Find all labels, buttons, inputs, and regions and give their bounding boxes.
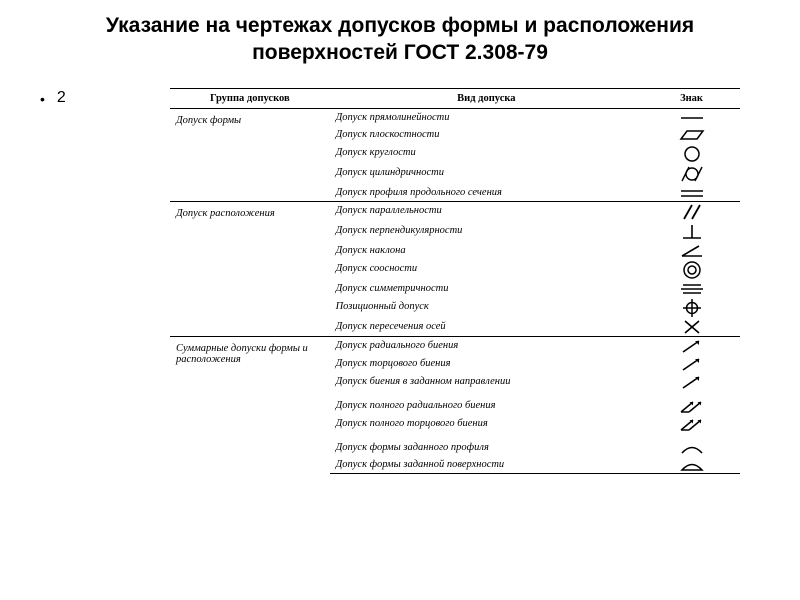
tolerance-type: Допуск формы заданного профиля (330, 439, 644, 456)
straightness-icon (643, 109, 740, 127)
runout-icon (643, 355, 740, 373)
total-runout-icon (643, 415, 740, 433)
table-row: Допуск формыДопуск прямолинейности (170, 109, 740, 127)
tolerance-type: Допуск перпендикулярности (330, 222, 644, 242)
tolerance-type: Допуск пересечения осей (330, 318, 644, 337)
tolerance-type: Позиционный допуск (330, 298, 644, 318)
header-type: Вид допуска (330, 89, 644, 109)
tolerance-type: Допуск прямолинейности (330, 109, 644, 127)
tolerance-type: Допуск торцового биения (330, 355, 644, 373)
group-name: Допуск формы (170, 109, 330, 202)
group-name: Допуск расположения (170, 202, 330, 337)
profile-surface-icon (643, 456, 740, 474)
bullet-text: 2 (57, 89, 66, 107)
group-name: Суммарные допуски формы и расположения (170, 337, 330, 474)
total-runout-icon (643, 397, 740, 415)
roundness-icon (643, 144, 740, 164)
tolerance-type: Допуск полного торцового биения (330, 415, 644, 433)
axis-cross-icon (643, 318, 740, 337)
concentricity-icon (643, 260, 740, 280)
angularity-icon (643, 242, 740, 260)
page-title: Указание на чертежах допусков формы и ра… (0, 0, 800, 75)
tolerance-type: Допуск биения в заданном направлении (330, 373, 644, 391)
tolerance-table-wrap: Группа допусков Вид допуска Знак Допуск … (170, 88, 740, 474)
table-row: Суммарные допуски формы и расположенияДо… (170, 337, 740, 356)
table-header-row: Группа допусков Вид допуска Знак (170, 89, 740, 109)
profile-line-icon (643, 439, 740, 456)
runout-icon (643, 373, 740, 391)
parallelism-icon (643, 202, 740, 223)
header-group: Группа допусков (170, 89, 330, 109)
tolerance-table: Группа допусков Вид допуска Знак Допуск … (170, 88, 740, 474)
symmetry-icon (643, 280, 740, 298)
tolerance-type: Допуск соосности (330, 260, 644, 280)
tolerance-type: Допуск симметричности (330, 280, 644, 298)
perpendicularity-icon (643, 222, 740, 242)
tolerance-type: Допуск цилиндричности (330, 164, 644, 184)
tolerance-type: Допуск параллельности (330, 202, 644, 223)
runout-icon (643, 337, 740, 356)
cylindricity-icon (643, 164, 740, 184)
flatness-icon (643, 126, 740, 144)
bullet-dot-icon: • (40, 91, 45, 107)
profile-long-icon (643, 184, 740, 202)
tolerance-type: Допуск плоскостности (330, 126, 644, 144)
tolerance-type: Допуск круглости (330, 144, 644, 164)
table-row: Допуск расположенияДопуск параллельности (170, 202, 740, 223)
tolerance-type: Допуск наклона (330, 242, 644, 260)
tolerance-type: Допуск формы заданной поверхности (330, 456, 644, 474)
tolerance-type: Допуск радиального биения (330, 337, 644, 356)
tolerance-type: Допуск полного радиального биения (330, 397, 644, 415)
position-icon (643, 298, 740, 318)
tolerance-type: Допуск профиля продольного сечения (330, 184, 644, 202)
header-sign: Знак (643, 89, 740, 109)
